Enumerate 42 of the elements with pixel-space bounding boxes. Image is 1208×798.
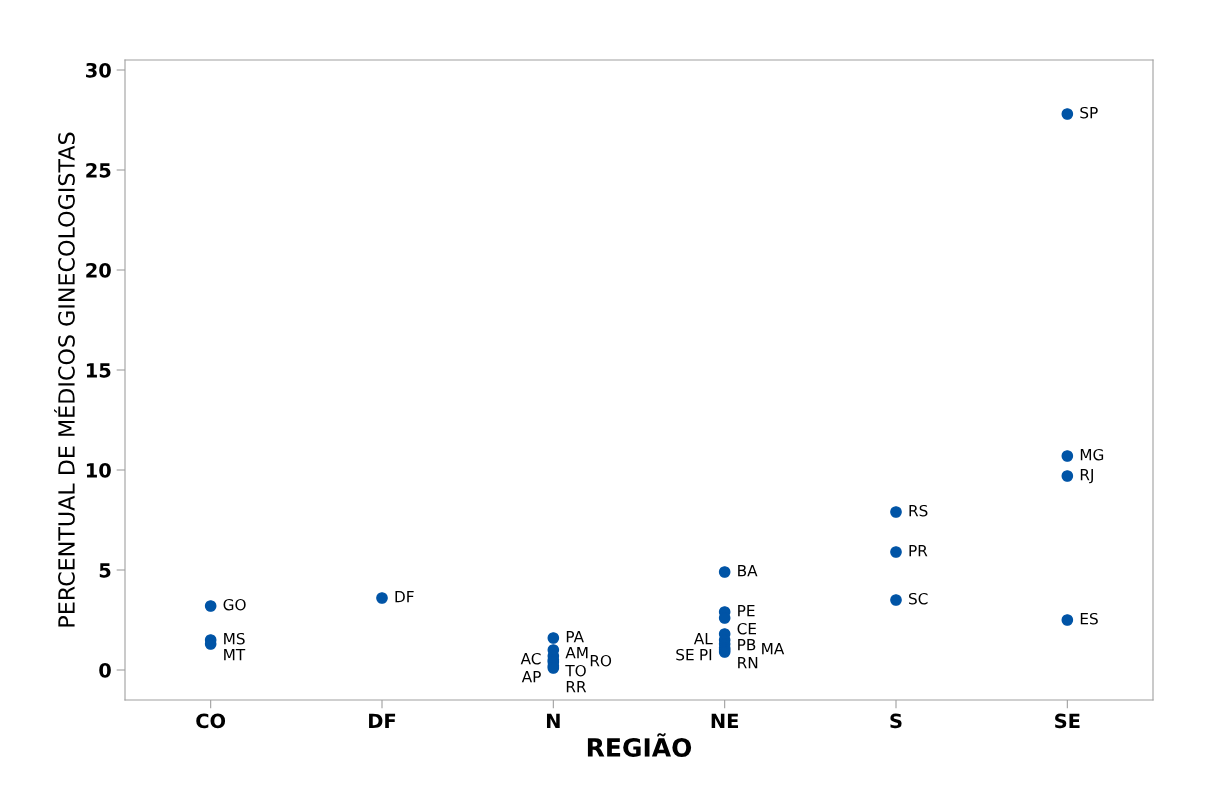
annotation: CE — [737, 622, 757, 635]
annotation: TO — [565, 664, 586, 677]
x-tick-label: N — [546, 713, 560, 728]
x-tick-label: CO — [196, 713, 226, 729]
annotation: RN — [738, 657, 758, 669]
y-tick-label: 5 — [99, 563, 111, 578]
x-tick-label: NE — [711, 713, 739, 728]
annotation: MT — [224, 649, 246, 661]
annotation: DF — [395, 591, 414, 603]
annotation: PB — [738, 639, 756, 651]
y-tick-label: 30 — [86, 62, 111, 78]
annotation: SP — [1080, 106, 1098, 119]
x-tick-label: S — [890, 713, 902, 729]
annotation: AP — [521, 671, 541, 683]
y-tick-label: 0 — [99, 662, 111, 678]
annotation: BA — [738, 565, 758, 577]
y-tick-label: 20 — [86, 262, 111, 278]
annotation: RO — [590, 654, 612, 667]
y-tick-label: 25 — [86, 162, 111, 178]
y-tick-label: 15 — [86, 363, 111, 378]
annotation: AM — [565, 647, 588, 659]
annotation: SC — [909, 592, 928, 605]
annotation: PE — [738, 605, 755, 617]
x-axis-title: REGIÃO — [587, 733, 692, 757]
annotation: RJ — [1080, 469, 1093, 484]
y-axis-title: PERCENTUAL DE MÉDICOS GINECOLOGISTAS — [54, 132, 75, 627]
annotation: MS — [224, 632, 245, 645]
annotation: SE — [676, 648, 694, 661]
x-tick-label: DF — [369, 713, 396, 728]
annotation: AL — [693, 633, 713, 645]
annotation: RR — [566, 681, 587, 693]
annotation: PR — [909, 545, 928, 557]
y-tick-label: 10 — [86, 462, 111, 478]
x-tick-label: SE — [1055, 713, 1080, 729]
annotation: MA — [762, 643, 785, 655]
annotation: ES — [1080, 612, 1098, 625]
annotation: GO — [223, 598, 246, 611]
annotation: RS — [909, 504, 928, 517]
annotation: MG — [1080, 448, 1104, 461]
annotation: PI — [700, 649, 712, 661]
annotation: PA — [566, 631, 584, 643]
annotation: AC — [520, 652, 541, 665]
